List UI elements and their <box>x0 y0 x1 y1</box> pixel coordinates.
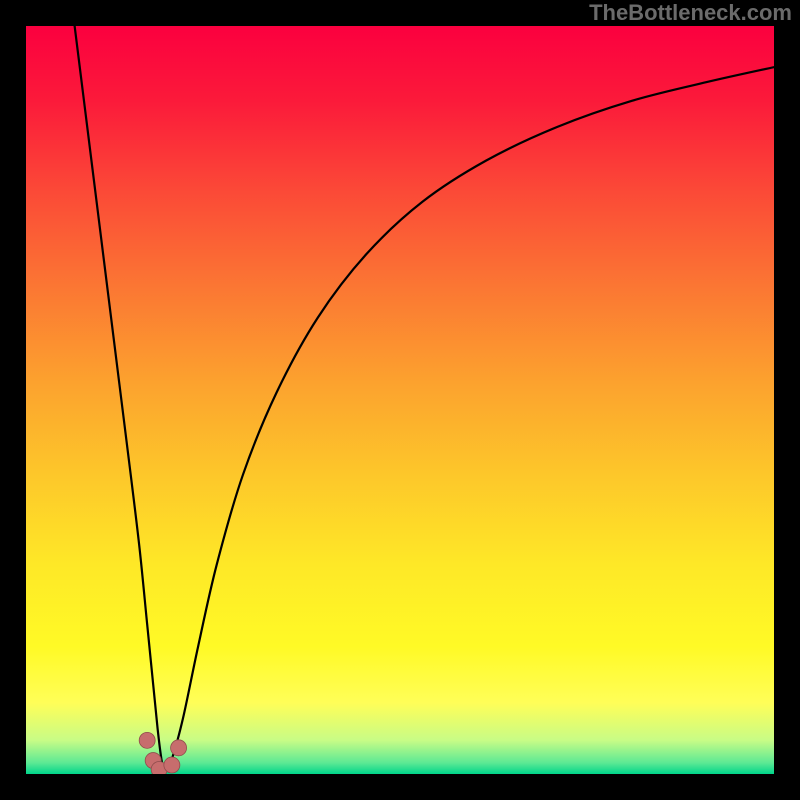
chart-stage: TheBottleneck.com <box>0 0 800 800</box>
data-marker <box>139 732 155 748</box>
data-marker <box>164 757 180 773</box>
plot-background <box>26 26 774 774</box>
attribution-label: TheBottleneck.com <box>589 0 792 26</box>
bottleneck-chart <box>0 0 800 800</box>
data-marker <box>171 740 187 756</box>
